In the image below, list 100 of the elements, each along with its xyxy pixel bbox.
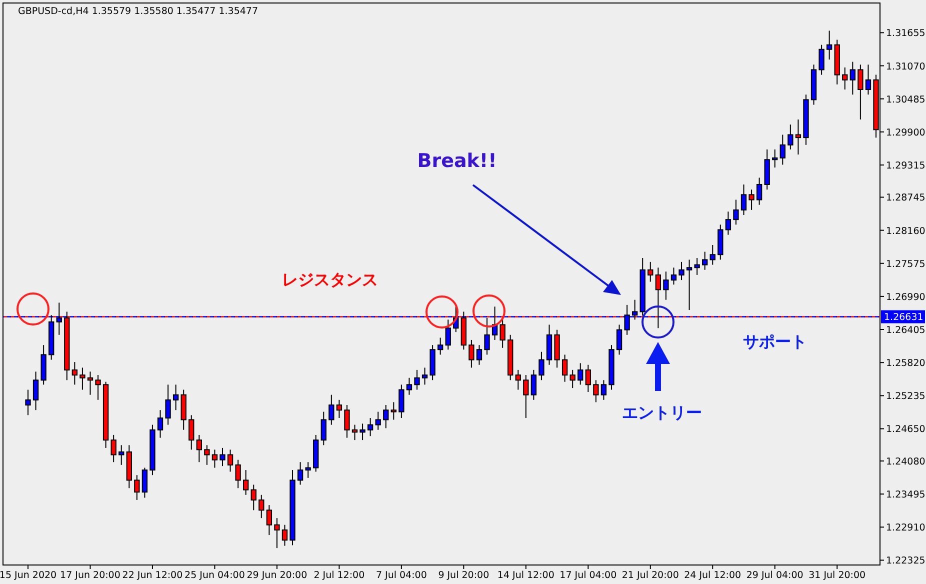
candlestick (748, 189, 754, 210)
y-tick-label: 1.24650 (886, 424, 926, 436)
y-tick-label: 1.23495 (886, 490, 926, 501)
candlestick (850, 61, 856, 96)
candlestick (663, 271, 669, 300)
candlestick (118, 444, 124, 466)
candlestick (212, 449, 218, 468)
x-tick-label: 7 Jul 04:00 (376, 570, 427, 581)
candlestick (686, 259, 692, 311)
candlestick (258, 494, 264, 519)
candlestick (274, 518, 280, 549)
x-tick-label: 9 Jul 20:00 (438, 570, 490, 581)
candlestick (87, 371, 94, 396)
x-tick-label: 2 Jul 12:00 (314, 570, 365, 581)
x-tick-label: 22 Jun 12:00 (122, 570, 183, 581)
candlestick (172, 384, 179, 411)
y-tick-label: 1.31070 (886, 61, 926, 72)
candlestick (795, 118, 802, 156)
candlestick (414, 369, 420, 390)
candlestick (32, 371, 39, 411)
y-tick-label: 1.22325 (886, 556, 926, 567)
candlestick (344, 404, 350, 438)
candlestick (648, 261, 654, 282)
candlestick (670, 267, 677, 286)
candlestick (865, 64, 872, 96)
candlestick (110, 434, 116, 463)
x-tick-label: 17 Jul 04:00 (560, 570, 617, 581)
candlestick (196, 434, 202, 463)
y-tick-label: 1.25235 (886, 391, 926, 402)
candlestick (694, 257, 700, 276)
x-tick-label: 29 Jul 04:00 (746, 570, 804, 581)
candlestick (538, 351, 544, 381)
candlestick (585, 364, 591, 392)
candlestick (25, 389, 31, 416)
candlestick (406, 377, 412, 396)
ref-line-label: 1.26631 (884, 312, 924, 324)
candlestick (360, 423, 366, 441)
y-tick-label: 1.30485 (886, 94, 926, 106)
candlestick (383, 404, 389, 429)
candlestick (266, 504, 272, 536)
ref-line-label: レジスタンス (282, 270, 378, 289)
candlestick (842, 66, 848, 90)
candlestick (220, 447, 226, 467)
candlestick (826, 30, 832, 60)
y-tick-label: 1.31655 (886, 28, 926, 40)
candlestick (678, 261, 684, 281)
candlestick (702, 251, 708, 270)
candlestick (733, 199, 739, 226)
y-tick-label: 1.28160 (886, 226, 926, 237)
x-tick-label: 14 Jul 12:00 (497, 570, 554, 581)
candlestick (165, 384, 171, 426)
y-tick-label: 1.29900 (886, 127, 926, 138)
candlestick (305, 462, 311, 478)
candlestick (437, 337, 444, 356)
candlestick (858, 64, 864, 120)
candlestick (422, 367, 428, 386)
candlestick (336, 399, 342, 418)
candlestick (297, 462, 304, 486)
candlestick (243, 470, 249, 496)
x-tick-label: 29 Jun 20:00 (246, 570, 308, 581)
candlestick (756, 177, 762, 206)
x-tick-label: 24 Jul 12:00 (684, 570, 742, 581)
annotation: エントリー (622, 403, 702, 422)
candlestick (593, 380, 599, 403)
candlestick (398, 384, 404, 418)
y-tick-label: 1.22910 (886, 522, 926, 534)
candlestick (710, 244, 716, 266)
candlestick (788, 124, 794, 150)
candlestick (476, 344, 482, 366)
candlestick (72, 362, 78, 386)
candlestick (523, 374, 529, 418)
candlestick (530, 369, 537, 400)
x-tick-label: 15 Jun 2020 (0, 570, 57, 581)
candlestick (367, 418, 374, 437)
candlestick (235, 459, 241, 489)
y-tick-label: 1.25820 (886, 358, 926, 370)
candlestick (616, 324, 622, 356)
candlestick (352, 424, 358, 441)
candlestick (80, 367, 86, 390)
y-tick-label: 1.27575 (886, 258, 926, 270)
candlestick (95, 374, 101, 400)
candlestick (740, 184, 747, 216)
candlestick (780, 134, 786, 166)
candlestick (320, 411, 326, 446)
y-tick-label: 1.26405 (886, 325, 926, 336)
candlestick (282, 524, 288, 546)
y-tick-label: 1.29315 (886, 160, 926, 172)
candlestick (250, 484, 256, 511)
y-tick-label: 1.24080 (886, 456, 926, 468)
candlestick (772, 148, 778, 168)
candlestick (570, 369, 576, 389)
annotation: Break!! (417, 150, 497, 172)
candlestick (375, 411, 381, 430)
x-tick-label: 25 Jun 04:00 (184, 570, 245, 581)
candlestick (227, 449, 234, 472)
candlestick (204, 444, 210, 466)
annotation: サポート (743, 332, 807, 351)
candlestick (562, 354, 568, 382)
candlestick (578, 362, 584, 386)
candlestick (500, 317, 506, 348)
